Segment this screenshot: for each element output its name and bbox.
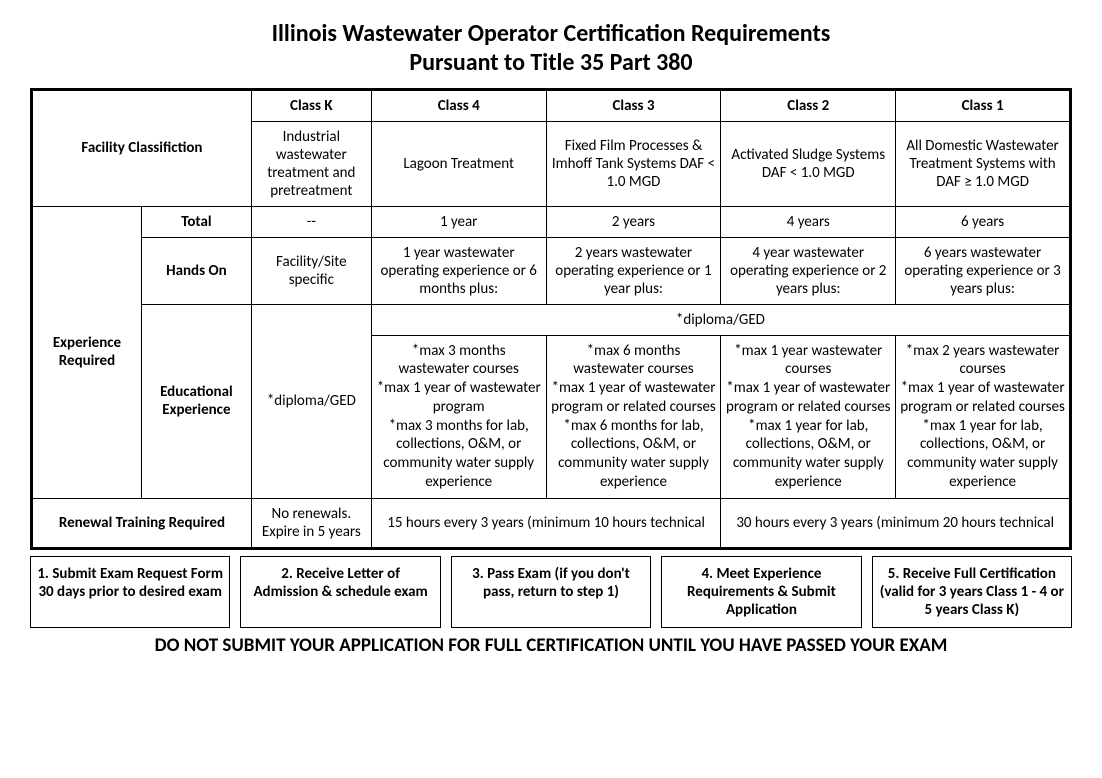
steps-container: 1. Submit Exam Request Form 30 days prio… — [30, 556, 1072, 628]
handson-label: Hands On — [141, 237, 251, 304]
step-3: 3. Pass Exam (if you don't pass, return … — [451, 556, 651, 628]
renewal-k: No renewals. Expire in 5 years — [251, 498, 371, 548]
edu-diploma-shared: *diploma/GED — [371, 304, 1070, 335]
renewal-21: 30 hours every 3 years (minimum 20 hours… — [721, 498, 1071, 548]
total-k: -- — [251, 206, 371, 237]
handson-1: 6 years wastewater operating experience … — [896, 237, 1071, 304]
handson-2: 4 year wastewater operating experience o… — [721, 237, 896, 304]
header-class-1: Class 1 — [896, 89, 1071, 121]
page-title: Illinois Wastewater Operator Certificati… — [30, 20, 1072, 78]
handson-3: 2 years wastewater operating experience … — [546, 237, 721, 304]
title-line-2: Pursuant to Title 35 Part 380 — [30, 49, 1072, 78]
edu-3: *max 6 months wastewater courses*max 1 y… — [546, 335, 721, 498]
facility-k: Industrial wastewater treatment and pret… — [251, 121, 371, 206]
facility-3: Fixed Film Processes & Imhoff Tank Syste… — [546, 121, 721, 206]
edu-k: *diploma/GED — [251, 304, 371, 498]
total-4: 1 year — [371, 206, 546, 237]
header-class-4: Class 4 — [371, 89, 546, 121]
handson-k: Facility/Site specific — [251, 237, 371, 304]
requirements-table: Facility Classifiction Class K Class 4 C… — [30, 88, 1072, 550]
total-3: 2 years — [546, 206, 721, 237]
edu-4: *max 3 months wastewater courses*max 1 y… — [371, 335, 546, 498]
renewal-43: 15 hours every 3 years (minimum 10 hours… — [371, 498, 721, 548]
title-line-1: Illinois Wastewater Operator Certificati… — [30, 20, 1072, 49]
edu-label: Educational Experience — [141, 304, 251, 498]
header-class-3: Class 3 — [546, 89, 721, 121]
facility-2: Activated Sludge Systems DAF < 1.0 MGD — [721, 121, 896, 206]
handson-4: 1 year wastewater operating experience o… — [371, 237, 546, 304]
edu-1: *max 2 years wastewater courses*max 1 ye… — [896, 335, 1071, 498]
facility-1: All Domestic Wastewater Treatment System… — [896, 121, 1071, 206]
renewal-label: Renewal Training Required — [32, 498, 252, 548]
header-class-2: Class 2 — [721, 89, 896, 121]
total-1: 6 years — [896, 206, 1071, 237]
step-2: 2. Receive Letter of Admission & schedul… — [240, 556, 440, 628]
step-4: 4. Meet Experience Requirements & Submit… — [661, 556, 861, 628]
experience-label: Experience Required — [32, 206, 142, 498]
edu-2: *max 1 year wastewater courses*max 1 yea… — [721, 335, 896, 498]
total-2: 4 years — [721, 206, 896, 237]
warning-text: DO NOT SUBMIT YOUR APPLICATION FOR FULL … — [30, 634, 1072, 657]
header-class-k: Class K — [251, 89, 371, 121]
step-1: 1. Submit Exam Request Form 30 days prio… — [30, 556, 230, 628]
step-5: 5. Receive Full Certification (valid for… — [872, 556, 1072, 628]
facility-label: Facility Classifiction — [32, 89, 252, 206]
total-label: Total — [141, 206, 251, 237]
facility-4: Lagoon Treatment — [371, 121, 546, 206]
